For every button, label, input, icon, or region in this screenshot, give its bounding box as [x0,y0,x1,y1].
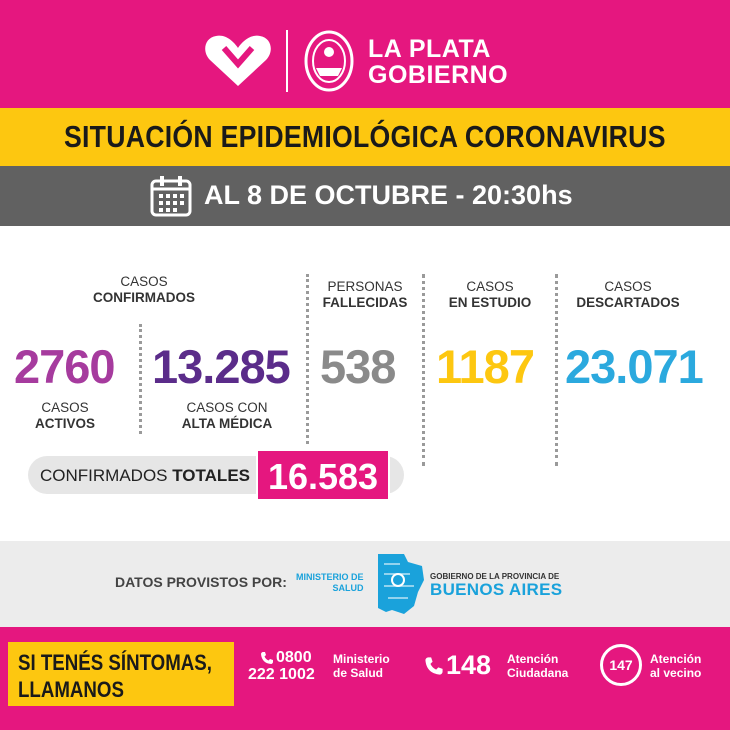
descartados-value: 23.071 [565,340,704,393]
descartados-label: CASOS DESCARTADOS [572,279,684,311]
activos-value: 2760 [14,340,116,393]
divider-dotted-2 [306,274,309,444]
alta-label-1: CASOS CON [186,400,268,415]
estudio-value: 1187 [436,340,535,393]
fallecidas-label: PERSONAS FALLECIDAS [316,279,414,311]
brand-name: LA PLATA GOBIERNO [368,36,508,88]
phone1-label-2: de Salud [333,666,384,680]
estudio-label: CASOS EN ESTUDIO [440,279,540,311]
ministry-name: MINISTERIO DE SALUD [296,572,364,594]
calendar-icon [150,176,192,217]
page-title: SITUACIÓN EPIDEMIOLÓGICA CORONAVIRUS [64,119,666,154]
phone3-number: 147 [600,644,642,686]
activos-label-2: ACTIVOS [34,416,95,431]
phone2-label-1: Atención [507,652,559,666]
symptoms-box [8,642,234,706]
phone3-label-2: al vecino [650,666,702,680]
totals-label-normal: CONFIRMADOS [40,466,173,485]
phone1-number-1: 0800 [276,649,312,666]
province-gov-line: GOBIERNO DE LA PROVINCIA DE [430,572,560,581]
fallecidas-label-1: PERSONAS [327,279,403,294]
header-divider [286,30,288,92]
province-map-icon [378,554,424,614]
descartados-label-2: DESCARTADOS [576,295,680,310]
phone-icon [261,652,273,664]
confirmados-label-2: CONFIRMADOS [93,290,195,305]
confirmados-label: CASOS CONFIRMADOS [82,274,206,306]
source-band [0,541,730,627]
phone3-label-1: Atención [650,652,702,666]
activos-label-1: CASOS [41,400,89,415]
divider-dotted-1 [139,324,142,434]
divider-dotted-3 [422,274,425,466]
estudio-label-2: EN ESTUDIO [448,295,532,310]
phone1-number-2: 222 1002 [248,666,315,683]
symptoms-line-1: SI TENÉS SÍNTOMAS, [18,650,212,675]
report-date: AL 8 DE OCTUBRE - 20:30hs [204,180,573,210]
alta-label-2: ALTA MÉDICA [181,416,273,431]
province-name: BUENOS AIRES [430,580,563,599]
phone2-number: 148 [446,650,492,680]
totals-label: CONFIRMADOS TOTALES [40,466,250,486]
estudio-label-1: CASOS [466,279,514,294]
phone2-label: Atención Ciudadana [507,652,568,680]
totals-value: 16.583 [256,449,390,501]
divider-dotted-4 [555,274,558,466]
source-label: DATOS PROVISTOS POR: [115,574,287,590]
fallecidas-value: 538 [320,340,396,393]
ministry-line-2: SALUD [332,583,364,593]
activos-label: CASOS ACTIVOS [30,400,100,432]
totals-label-bold: TOTALES [172,466,250,485]
confirmados-label-1: CASOS [120,274,168,289]
phone3-label: Atención al vecino [650,652,701,680]
heart-icon [205,35,271,86]
brand-line-2: GOBIERNO [368,61,509,89]
symptoms-line-2: LLAMANOS [18,677,124,702]
title-band: SITUACIÓN EPIDEMIOLÓGICA CORONAVIRUS [0,108,730,166]
ministry-line-1: MINISTERIO DE [296,572,364,582]
city-seal-icon [304,30,354,92]
alta-label: CASOS CON ALTA MÉDICA [172,400,282,432]
descartados-label-1: CASOS [604,279,652,294]
phone-icon [425,657,443,675]
phone2-label-2: Ciudadana [507,666,569,680]
brand-line-1: LA PLATA [368,35,491,63]
alta-value: 13.285 [152,340,291,393]
date-band [0,166,730,226]
phone1-label-1: Ministerio [333,652,390,666]
header-band [0,0,730,108]
phone1-label: Ministerio de Salud [333,652,390,680]
fallecidas-label-2: FALLECIDAS [322,295,408,310]
